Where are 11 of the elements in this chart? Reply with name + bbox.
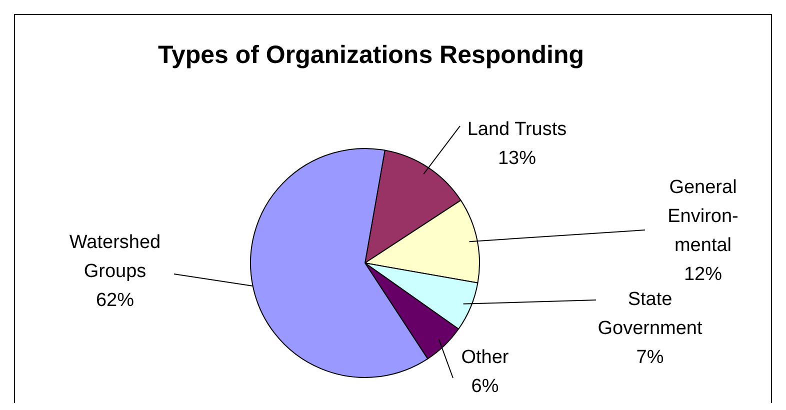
slice-label: Watershed Groups bbox=[69, 232, 161, 282]
slice-label: Other bbox=[461, 347, 510, 368]
chart-title: Types of Organizations Responding bbox=[158, 40, 584, 69]
data-label: 6% bbox=[471, 376, 499, 398]
slice-label: General Environ-mental bbox=[668, 177, 738, 256]
data-label: 7% bbox=[636, 347, 664, 368]
data-label: 13% bbox=[498, 148, 536, 170]
data-label: 12% bbox=[684, 264, 722, 286]
slice-label: Land Trusts bbox=[467, 119, 567, 140]
data-label: 62% bbox=[96, 290, 134, 312]
slice-label: State Government bbox=[598, 289, 703, 340]
